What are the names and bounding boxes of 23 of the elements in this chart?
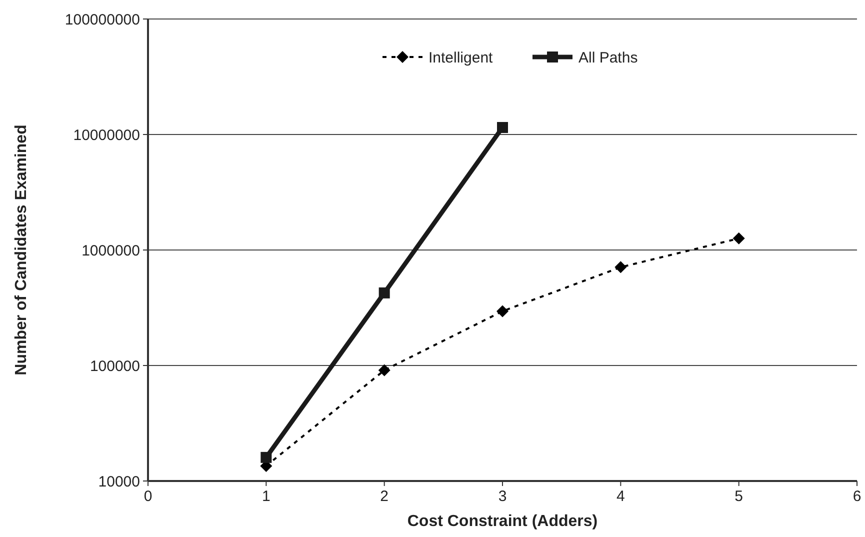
point <box>497 122 508 133</box>
x-tick-label: 1 <box>262 488 270 505</box>
x-tick-label: 6 <box>852 488 862 505</box>
y-tick-label: 100000000 <box>64 11 140 28</box>
point <box>614 261 627 274</box>
y-tick-label: 100000 <box>90 358 140 375</box>
x-tick-label: 2 <box>380 488 389 505</box>
y-axis-title: Number of Candidates Examined <box>13 124 30 376</box>
legend-label: Intelligent <box>428 49 494 66</box>
y-tick-label: 10000 <box>98 473 140 490</box>
point <box>378 364 390 376</box>
y-tick-label: 1000000 <box>82 242 140 260</box>
x-tick-label: 4 <box>616 488 625 505</box>
x-axis-title: Cost Constraint (Adders) <box>407 513 598 530</box>
point <box>496 305 508 318</box>
point <box>732 232 745 244</box>
x-tick-label: 0 <box>144 488 152 505</box>
point <box>378 287 390 298</box>
x-tick-label: 3 <box>498 488 507 505</box>
x-tick-label: 5 <box>734 488 744 505</box>
legend-label: All Paths <box>578 49 638 66</box>
y-tick-label: 10000000 <box>73 126 140 144</box>
point <box>260 452 272 463</box>
